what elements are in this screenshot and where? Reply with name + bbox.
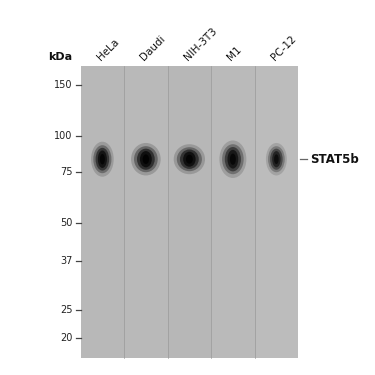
Text: 37: 37 (60, 255, 73, 266)
Text: Daudi: Daudi (139, 34, 168, 63)
Text: 50: 50 (60, 218, 73, 228)
Ellipse shape (225, 147, 241, 171)
Ellipse shape (142, 154, 149, 164)
Bar (211, 66, 255, 358)
Bar (81, 66, 298, 358)
Ellipse shape (174, 144, 205, 174)
Bar (168, 66, 211, 358)
Ellipse shape (137, 148, 155, 170)
Ellipse shape (272, 151, 280, 167)
Text: 25: 25 (60, 305, 73, 315)
Ellipse shape (274, 154, 279, 164)
Text: kDa: kDa (48, 52, 73, 62)
Ellipse shape (180, 150, 199, 169)
Ellipse shape (266, 143, 287, 176)
Ellipse shape (228, 150, 238, 169)
Bar (255, 66, 298, 358)
Bar (124, 66, 168, 358)
Ellipse shape (268, 146, 285, 172)
Ellipse shape (100, 154, 105, 165)
Text: M1: M1 (226, 45, 244, 63)
Text: 150: 150 (54, 80, 73, 90)
Ellipse shape (219, 141, 246, 178)
Ellipse shape (134, 146, 158, 172)
Text: PC-12: PC-12 (269, 34, 298, 63)
Text: 20: 20 (60, 333, 73, 343)
Ellipse shape (230, 154, 236, 165)
Text: 75: 75 (60, 167, 73, 177)
Ellipse shape (91, 142, 114, 177)
Text: HeLa: HeLa (95, 37, 121, 63)
Ellipse shape (96, 148, 109, 171)
Text: STAT5b: STAT5b (310, 153, 359, 166)
Ellipse shape (98, 150, 107, 168)
Text: 100: 100 (54, 131, 73, 141)
Ellipse shape (183, 152, 196, 167)
Ellipse shape (140, 151, 152, 167)
Ellipse shape (186, 155, 193, 164)
Ellipse shape (131, 143, 160, 176)
Ellipse shape (93, 145, 111, 173)
Bar (81, 66, 124, 358)
Ellipse shape (270, 148, 283, 170)
Ellipse shape (177, 147, 202, 171)
Ellipse shape (222, 144, 244, 174)
Text: NIH-3T3: NIH-3T3 (182, 26, 219, 63)
